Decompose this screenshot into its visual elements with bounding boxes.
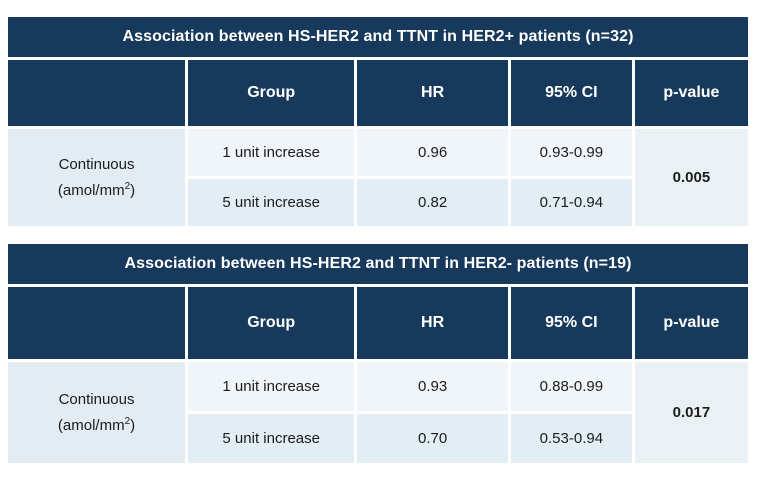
row-label-continuous: Continuous (amol/mm2)	[8, 129, 186, 226]
table-title: Association between HS-HER2 and TTNT in …	[8, 17, 748, 57]
cell-ci: 0.71-0.94	[510, 179, 632, 226]
cell-hr: 0.96	[357, 129, 508, 176]
column-header-group: Group	[188, 287, 355, 359]
column-header-hr: HR	[357, 60, 508, 126]
row-label-line1: Continuous	[58, 155, 135, 173]
row-label-continuous: Continuous (amol/mm2)	[8, 362, 186, 463]
cell-ci: 0.93-0.99	[510, 129, 632, 176]
cell-hr: 0.82	[357, 179, 508, 226]
tables-figure: Association between HS-HER2 and TTNT in …	[8, 17, 748, 463]
cell-group: 5 unit increase	[188, 414, 355, 463]
column-header-empty	[8, 60, 186, 126]
column-header-empty	[8, 287, 186, 359]
cell-ci: 0.88-0.99	[510, 362, 632, 411]
column-header-ci: 95% CI	[510, 287, 632, 359]
cell-group: 5 unit increase	[188, 179, 355, 226]
column-header-hr: HR	[357, 287, 508, 359]
cell-hr: 0.70	[357, 414, 508, 463]
cell-hr: 0.93	[357, 362, 508, 411]
cell-pvalue: 0.005	[634, 129, 748, 226]
cell-group: 1 unit increase	[188, 362, 355, 411]
column-header-pvalue: p-value	[634, 60, 748, 126]
association-table-her2-negative: Association between HS-HER2 and TTNT in …	[8, 244, 748, 463]
row-label-line2: (amol/mm2)	[57, 180, 136, 199]
column-header-ci: 95% CI	[510, 60, 632, 126]
column-header-group: Group	[188, 60, 355, 126]
cell-ci: 0.53-0.94	[510, 414, 632, 463]
table-title: Association between HS-HER2 and TTNT in …	[8, 244, 748, 284]
superscript-2: 2	[124, 415, 131, 427]
cell-group: 1 unit increase	[188, 129, 355, 176]
column-header-pvalue: p-value	[634, 287, 748, 359]
row-label-line2: (amol/mm2)	[57, 415, 136, 434]
cell-pvalue: 0.017	[634, 362, 748, 463]
row-label-line1: Continuous	[58, 390, 135, 408]
association-table-her2-positive: Association between HS-HER2 and TTNT in …	[8, 17, 748, 226]
superscript-2: 2	[124, 180, 131, 192]
